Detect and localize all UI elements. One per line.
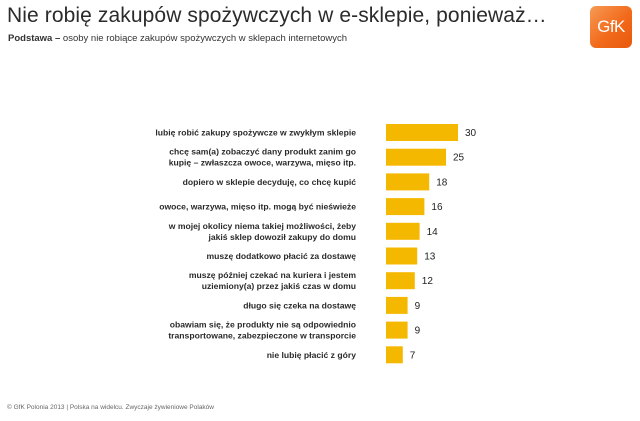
category-label: muszę dodatkowo płacić za dostawę [207, 251, 357, 261]
bar [386, 222, 420, 240]
category-label: dopiero w sklepie decyduję, co chcę kupi… [183, 177, 357, 187]
value-label: 9 [415, 326, 421, 337]
category-label: jakiś sklep dowoził zakupy do domu [207, 232, 356, 242]
bar [386, 247, 418, 265]
category-label: owoce, warzywa, mięso itp. mogą być nieś… [159, 202, 356, 212]
bar [386, 272, 415, 290]
category-label: obawiam się, że produkty nie są odpowied… [170, 320, 356, 330]
footer-copyright: © GfK Polonia 2013 | Polska na widelcu. … [7, 404, 214, 411]
bar [386, 148, 446, 166]
category-label: lubię robić zakupy spożywcze w zwykłym s… [155, 128, 356, 138]
subtitle: Podstawa – osoby nie robiące zakupów spo… [8, 33, 347, 44]
category-label: długo się czeka na dostawę [243, 300, 356, 310]
value-label: 30 [465, 128, 477, 139]
gfk-logo: GfK [590, 6, 632, 48]
value-label: 14 [427, 227, 439, 238]
category-label: nie lubię płacić z góry [267, 350, 357, 360]
value-label: 12 [422, 276, 434, 287]
bar [386, 124, 458, 141]
subtitle-description: osoby nie robiące zakupów spożywczych w … [62, 33, 348, 44]
value-label: 13 [424, 252, 436, 263]
category-label: chcę sam(a) zobaczyć dany produkt zanim … [169, 147, 356, 157]
value-label: 16 [431, 202, 443, 213]
subtitle-base-label: Podstawa – [8, 33, 63, 44]
category-label: kupię – zwłaszcza owoce, warzywa, mięso … [169, 158, 356, 168]
value-label: 18 [436, 177, 448, 188]
category-label: w mojej okolicy niema takiej możliwości,… [168, 221, 356, 231]
page-title: Nie robię zakupów spożywczych w e-sklepi… [7, 4, 547, 27]
bar [386, 198, 425, 216]
bar [386, 321, 408, 339]
category-label: uziemiony(a) przez jakiś czas w domu [202, 281, 356, 291]
bar [386, 346, 403, 364]
value-label: 25 [453, 153, 465, 164]
bar [386, 173, 430, 191]
bar [386, 296, 408, 314]
category-label: muszę później czekać na kuriera i jestem [189, 270, 357, 280]
category-label: transportowane, zabezpieczone w transpor… [168, 331, 356, 341]
gfk-logo-text: GfK [597, 17, 625, 36]
value-label: 9 [415, 301, 421, 312]
value-label: 7 [410, 350, 416, 361]
